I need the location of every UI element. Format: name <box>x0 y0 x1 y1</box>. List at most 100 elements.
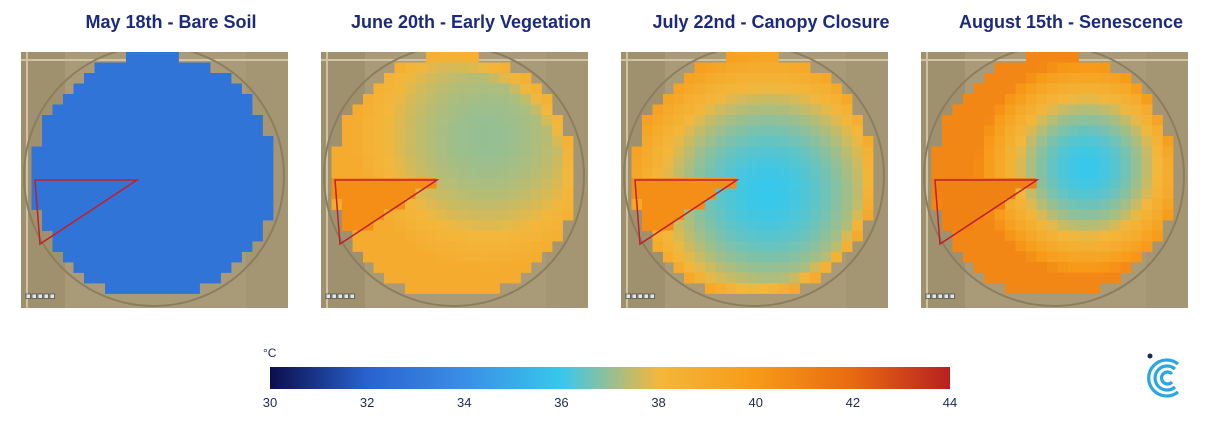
heat-cell <box>241 199 253 210</box>
heat-cell <box>105 125 116 137</box>
heat-cell <box>189 167 200 179</box>
heat-cell <box>147 146 158 158</box>
heat-cell <box>210 230 221 242</box>
heat-cell <box>436 272 448 284</box>
heat-cell <box>631 157 643 168</box>
heat-cell <box>778 262 790 273</box>
heat-cell <box>541 146 553 158</box>
colorbar-tick-label: 32 <box>360 395 374 410</box>
heat-cell <box>468 241 479 252</box>
heat-cell <box>831 157 842 168</box>
heat-cell <box>963 230 974 242</box>
heat-cell <box>747 115 758 126</box>
heat-cell <box>63 241 74 252</box>
heat-cell <box>1068 136 1079 147</box>
heat-cell <box>1068 62 1079 74</box>
heat-cell <box>84 146 95 158</box>
heat-cell <box>384 94 395 105</box>
heat-cell <box>426 115 437 126</box>
heat-cell <box>136 157 148 168</box>
heat-cell <box>931 157 943 168</box>
heat-cell <box>447 167 458 179</box>
heat-cell <box>705 178 716 189</box>
heat-cell <box>1120 230 1132 242</box>
heat-cell <box>942 125 953 137</box>
heat-cell <box>520 94 532 105</box>
heat-cell <box>231 157 242 168</box>
heat-cell <box>684 230 695 242</box>
company-logo-icon <box>1147 353 1180 398</box>
heat-cell <box>778 199 790 210</box>
heat-cell <box>136 136 148 147</box>
heat-cell <box>1162 167 1174 179</box>
heat-cell <box>531 157 542 168</box>
heat-cell <box>384 115 395 126</box>
heat-cell <box>42 209 53 221</box>
heat-cell <box>1005 125 1016 137</box>
heat-cell <box>673 94 685 105</box>
heat-cell <box>789 209 800 221</box>
heat-cell <box>220 73 232 84</box>
heat-cell <box>1099 83 1111 95</box>
pivot-track <box>323 52 585 307</box>
heat-cell <box>552 220 563 231</box>
heat-cell <box>394 104 406 116</box>
heat-cell <box>963 251 974 263</box>
heat-cell <box>241 209 253 221</box>
heat-cell <box>105 178 116 189</box>
heat-cell <box>478 136 490 147</box>
heat-cell <box>73 115 85 126</box>
heat-cell <box>84 188 95 200</box>
heat-cell <box>736 157 748 168</box>
heat-cell <box>1057 283 1069 294</box>
heat-cell <box>168 62 179 74</box>
heat-cell <box>663 136 674 147</box>
heat-cell <box>1047 136 1058 147</box>
heat-cell <box>952 230 964 242</box>
heat-cell <box>663 251 674 263</box>
heat-cell <box>1057 73 1069 84</box>
heat-cell <box>178 115 190 126</box>
heat-cell <box>1099 230 1111 242</box>
heat-cell <box>673 115 685 126</box>
heat-cell <box>726 167 737 179</box>
heat-cell <box>1068 52 1079 63</box>
heat-cell <box>436 52 448 63</box>
heat-cell <box>684 178 695 189</box>
heat-cell <box>363 251 374 263</box>
heat-cell <box>94 178 106 189</box>
heat-cell <box>789 220 800 231</box>
heat-cell <box>841 157 853 168</box>
heat-cell <box>831 115 842 126</box>
heat-cell <box>705 283 716 294</box>
heat-cell <box>963 209 974 221</box>
heat-cell <box>405 167 416 179</box>
heat-cell <box>426 125 437 137</box>
heat-cell <box>199 94 211 105</box>
heat-cell <box>189 283 200 294</box>
heat-cell <box>1005 209 1016 221</box>
heat-cell <box>199 230 211 242</box>
heat-cell <box>715 157 727 168</box>
heat-cell <box>426 157 437 168</box>
heat-cell <box>168 115 179 126</box>
heat-cell <box>252 157 263 168</box>
heat-cell <box>52 220 64 231</box>
heat-cell <box>168 230 179 242</box>
heat-cell <box>747 167 758 179</box>
heat-cell <box>747 83 758 95</box>
heat-cell <box>1089 262 1100 273</box>
heat-cell <box>178 220 190 231</box>
heat-cell <box>1141 199 1153 210</box>
heat-cell <box>984 199 995 210</box>
heat-cell <box>168 157 179 168</box>
heat-cell <box>1089 157 1100 168</box>
heat-cell <box>1110 115 1121 126</box>
heat-cell <box>373 199 385 210</box>
heat-cell <box>94 94 106 105</box>
heat-cell <box>405 115 416 126</box>
heat-cell <box>1120 178 1132 189</box>
heat-cell <box>768 104 779 116</box>
heat-cell <box>210 209 221 221</box>
heat-cell <box>757 73 769 84</box>
